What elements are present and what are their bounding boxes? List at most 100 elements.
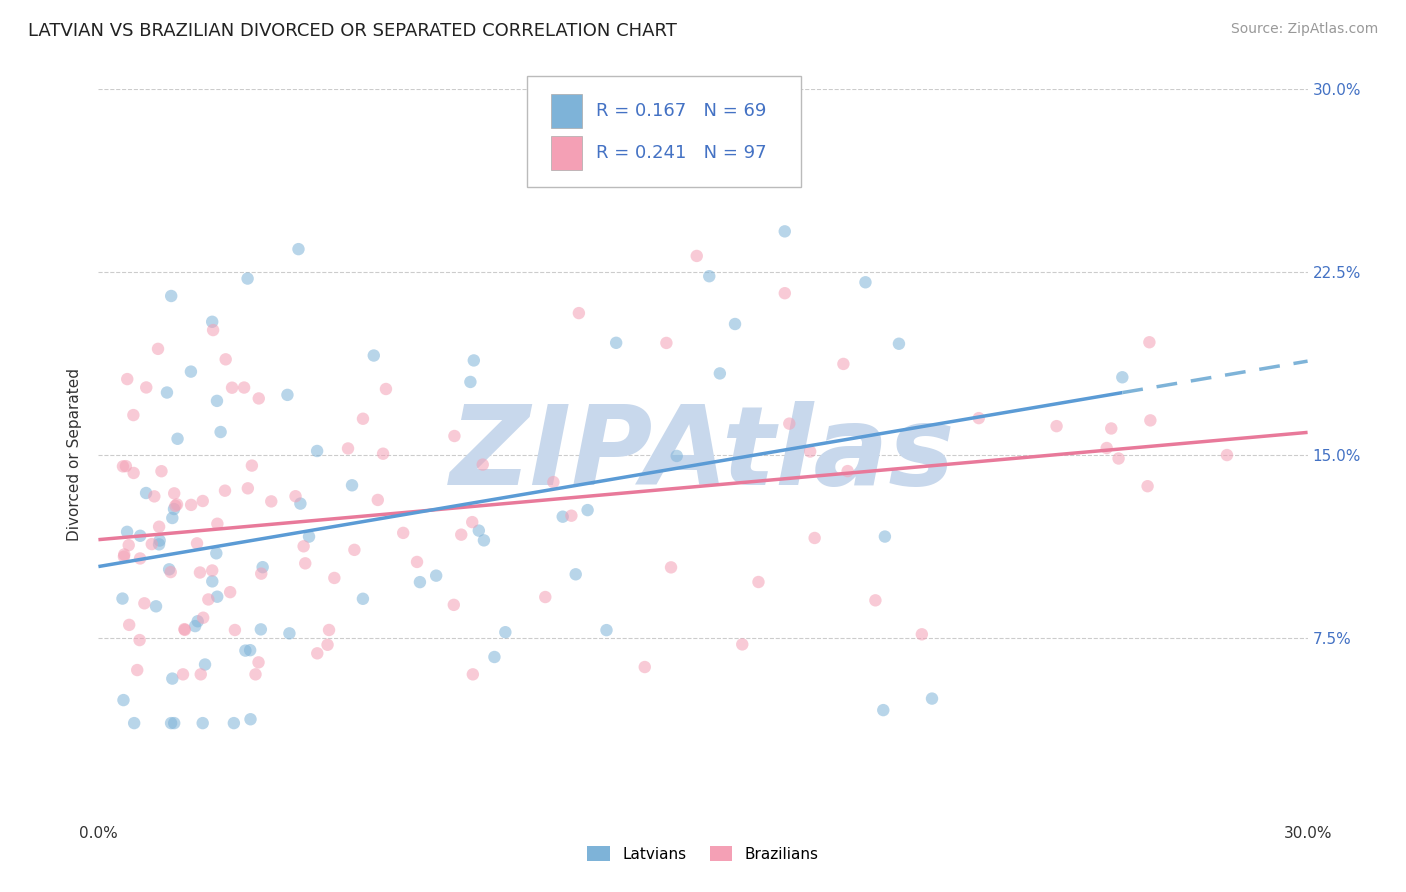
Point xyxy=(318,623,340,637)
Point xyxy=(832,357,855,371)
Point xyxy=(343,542,366,557)
Point xyxy=(461,667,484,681)
Point xyxy=(278,626,301,640)
Point xyxy=(135,380,157,394)
Point xyxy=(967,411,990,425)
Point xyxy=(134,596,156,610)
Point xyxy=(117,372,139,386)
Point xyxy=(576,503,599,517)
Point xyxy=(911,627,934,641)
Point xyxy=(873,530,896,544)
Point xyxy=(180,498,202,512)
Point xyxy=(129,529,152,543)
Point xyxy=(112,549,135,564)
Point xyxy=(127,663,149,677)
Point xyxy=(129,551,152,566)
Point xyxy=(1045,419,1067,434)
Point xyxy=(166,432,188,446)
Point xyxy=(150,464,173,478)
Point xyxy=(425,568,447,582)
Y-axis label: Divorced or Separated: Divorced or Separated xyxy=(67,368,83,541)
Point xyxy=(159,565,181,579)
Point xyxy=(316,638,339,652)
Point xyxy=(1111,370,1133,384)
Point xyxy=(135,486,157,500)
Point xyxy=(872,703,894,717)
Point xyxy=(207,516,229,531)
Point xyxy=(494,625,516,640)
Point xyxy=(236,271,259,285)
Point xyxy=(186,536,208,550)
Point xyxy=(323,571,346,585)
Point xyxy=(471,458,494,472)
Text: LATVIAN VS BRAZILIAN DIVORCED OR SEPARATED CORRELATION CHART: LATVIAN VS BRAZILIAN DIVORCED OR SEPARAT… xyxy=(28,22,678,40)
Point xyxy=(463,353,485,368)
Point xyxy=(803,531,825,545)
Point xyxy=(1095,441,1118,455)
Text: ZIPAtlas: ZIPAtlas xyxy=(450,401,956,508)
Point xyxy=(352,591,374,606)
Point xyxy=(221,381,243,395)
Point xyxy=(222,716,245,731)
Point xyxy=(799,444,821,458)
Point xyxy=(659,560,682,574)
Point xyxy=(215,352,238,367)
Point xyxy=(235,643,257,657)
Point xyxy=(307,646,329,660)
Point xyxy=(392,525,415,540)
Point xyxy=(724,317,747,331)
Point xyxy=(188,566,211,580)
Point xyxy=(287,242,309,256)
Point xyxy=(160,716,183,731)
Point xyxy=(443,598,465,612)
Point xyxy=(252,560,274,574)
Point xyxy=(191,494,214,508)
Point xyxy=(146,342,169,356)
Point xyxy=(1136,479,1159,493)
Point xyxy=(194,657,217,672)
Point xyxy=(292,539,315,553)
Point xyxy=(157,562,180,576)
Point xyxy=(284,489,307,503)
Point xyxy=(197,592,219,607)
Point xyxy=(337,442,360,456)
Point xyxy=(773,224,796,238)
Point xyxy=(156,385,179,400)
Point xyxy=(149,533,172,548)
Point xyxy=(450,527,472,541)
Point xyxy=(245,667,267,681)
Point xyxy=(709,367,731,381)
Point xyxy=(122,466,145,480)
Point xyxy=(172,667,194,681)
Point xyxy=(163,716,186,731)
Point xyxy=(1137,335,1160,350)
Point xyxy=(747,574,769,589)
Point xyxy=(568,306,591,320)
Point xyxy=(143,489,166,503)
Point xyxy=(128,633,150,648)
Point xyxy=(443,429,465,443)
Point xyxy=(1108,451,1130,466)
Point xyxy=(551,509,574,524)
Point xyxy=(564,567,586,582)
Point xyxy=(163,486,186,500)
Point xyxy=(173,623,195,637)
Point xyxy=(115,524,138,539)
Point xyxy=(837,464,859,478)
Point xyxy=(148,519,170,533)
Text: R = 0.167   N = 69: R = 0.167 N = 69 xyxy=(596,102,766,120)
Point xyxy=(201,574,224,589)
Point xyxy=(260,494,283,508)
Point xyxy=(201,564,224,578)
Point xyxy=(219,585,242,599)
Point xyxy=(887,336,910,351)
Point xyxy=(205,546,228,560)
Point xyxy=(122,408,145,422)
Point xyxy=(367,492,389,507)
Point xyxy=(162,511,184,525)
Point xyxy=(409,575,432,590)
Point xyxy=(118,618,141,632)
Point xyxy=(247,656,270,670)
Point xyxy=(290,497,312,511)
Point xyxy=(180,365,202,379)
